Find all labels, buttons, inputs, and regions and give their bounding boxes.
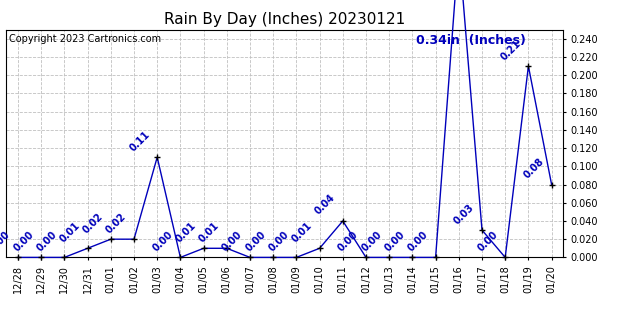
Text: 0.00: 0.00 xyxy=(336,229,360,253)
Title: Rain By Day (Inches) 20230121: Rain By Day (Inches) 20230121 xyxy=(164,12,405,27)
Text: 0.00: 0.00 xyxy=(220,229,244,253)
Text: 0.01: 0.01 xyxy=(173,220,198,244)
Text: 0.00: 0.00 xyxy=(150,229,175,253)
Text: Copyright 2023 Cartronics.com: Copyright 2023 Cartronics.com xyxy=(9,34,161,44)
Text: 0.00: 0.00 xyxy=(476,229,499,253)
Text: 0.04: 0.04 xyxy=(313,193,337,217)
Text: 0.02: 0.02 xyxy=(104,211,128,235)
Text: 0.01: 0.01 xyxy=(197,220,221,244)
Text: 0.08: 0.08 xyxy=(522,156,546,181)
Text: 0.00: 0.00 xyxy=(12,229,35,253)
Text: 0.00: 0.00 xyxy=(35,229,59,253)
Text: 0.01: 0.01 xyxy=(58,220,82,244)
Text: 0.34in  (Inches): 0.34in (Inches) xyxy=(415,34,525,47)
Text: 0.00: 0.00 xyxy=(243,229,268,253)
Text: 0.21: 0.21 xyxy=(499,38,523,62)
Text: 0.00: 0.00 xyxy=(266,229,291,253)
Text: 0.00: 0.00 xyxy=(0,229,12,253)
Text: 0.03: 0.03 xyxy=(452,202,476,226)
Text: 0.11: 0.11 xyxy=(127,129,152,153)
Text: 0.01: 0.01 xyxy=(290,220,314,244)
Text: 0.00: 0.00 xyxy=(383,229,406,253)
Text: 0.00: 0.00 xyxy=(406,229,430,253)
Text: 0.02: 0.02 xyxy=(81,211,105,235)
Text: 0.00: 0.00 xyxy=(359,229,383,253)
